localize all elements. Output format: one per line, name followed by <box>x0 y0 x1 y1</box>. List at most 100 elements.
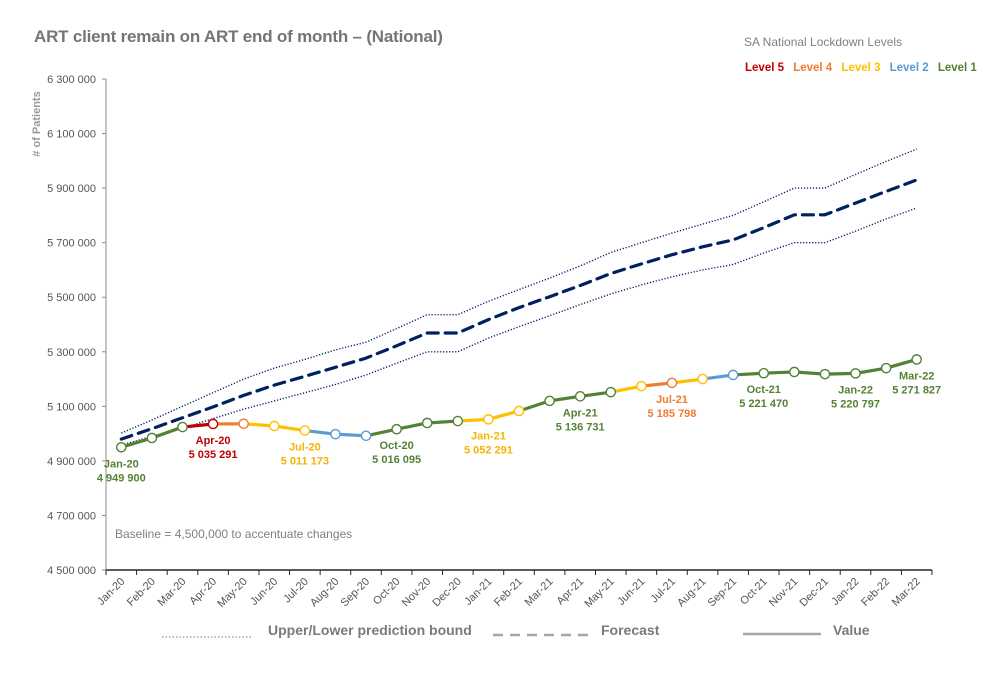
baseline-annotation: Baseline = 4,500,000 to accentuate chang… <box>115 527 353 541</box>
data-label-month: Oct-21 <box>747 384 781 396</box>
data-label-value: 5 016 095 <box>372 454 421 466</box>
y-tick-label: 4 700 000 <box>47 510 96 522</box>
data-label-value: 4 949 900 <box>97 472 146 484</box>
x-tick-label: Apr-21 <box>554 576 586 608</box>
x-tick-label: Nov-21 <box>767 576 801 610</box>
legend-label-value: Value <box>833 622 870 638</box>
x-tick-label: Apr-20 <box>187 576 219 608</box>
x-tick-label: May-21 <box>582 576 616 610</box>
value-marker <box>299 425 311 436</box>
value-marker <box>360 430 372 442</box>
lockdown-level-5: Level 5 <box>745 62 784 74</box>
value-marker <box>207 418 219 430</box>
data-label-month: Jan-21 <box>471 430 506 442</box>
value-series <box>115 354 923 453</box>
data-label-value: 5 185 798 <box>647 408 696 420</box>
x-tick-label: Mar-22 <box>890 576 923 609</box>
x-tick-label: Feb-21 <box>492 576 525 609</box>
data-label-month: Jul-20 <box>289 442 321 454</box>
y-tick-label: 4 500 000 <box>47 565 96 577</box>
value-marker <box>544 395 555 407</box>
value-marker <box>452 415 464 427</box>
value-marker <box>574 391 586 402</box>
lower-bound-line <box>121 207 917 446</box>
x-tick-label: Jun-21 <box>615 576 647 608</box>
x-tick-label: Jul-20 <box>281 576 311 606</box>
x-tick-label: Dec-21 <box>797 576 831 610</box>
value-marker <box>911 354 923 365</box>
value-marker <box>789 366 800 378</box>
x-tick-label: Jun-20 <box>248 576 280 608</box>
legend-swatches <box>162 632 821 638</box>
x-tick-label: Sep-20 <box>339 576 373 610</box>
value-marker <box>758 367 770 379</box>
value-marker <box>727 369 739 381</box>
lockdown-legend-title: SA National Lockdown Levels <box>744 35 903 49</box>
prediction-bounds <box>121 148 917 446</box>
y-tick-label: 5 300 000 <box>47 347 96 359</box>
axes: 4 500 000 4 700 000 4 900 000 5 100 000 5 30… <box>47 74 933 610</box>
lockdown-level-1: Level 1 <box>937 62 977 74</box>
x-tick-label: Jan-22 <box>829 576 861 608</box>
value-segment <box>884 357 919 370</box>
lockdown-level-4: Level 4 <box>793 62 833 74</box>
data-label-month: Jul-21 <box>656 394 688 406</box>
y-tick-label: 5 100 000 <box>47 401 96 413</box>
data-label-value: 5 136 731 <box>556 421 605 433</box>
data-label-month: Apr-21 <box>563 407 598 419</box>
x-tick-label: Jan-21 <box>462 576 494 608</box>
x-tick-label: Oct-21 <box>738 576 770 608</box>
data-label-month: Jan-22 <box>838 384 873 396</box>
value-marker <box>268 420 280 432</box>
value-marker <box>238 418 249 430</box>
value-marker <box>177 421 188 433</box>
upper-bound-line <box>121 148 917 434</box>
legend-label-bounds: Upper/Lower prediction bound <box>268 622 472 638</box>
value-marker <box>605 386 617 398</box>
value-marker <box>513 405 525 417</box>
data-label-value: 5 271 827 <box>892 384 941 396</box>
y-tick-label: 6 300 000 <box>47 74 96 86</box>
forecast-line <box>119 178 919 441</box>
data-labels: Jan-20 4 949 900 Apr-20 5 035 291 Jul-20 5 01… <box>97 370 941 484</box>
value-marker <box>391 423 402 435</box>
data-label-month: Oct-20 <box>380 440 414 452</box>
lockdown-level-3: Level 3 <box>841 62 881 74</box>
value-marker <box>330 428 341 440</box>
x-tick-label: Feb-20 <box>125 576 158 609</box>
value-marker <box>146 432 158 444</box>
y-tick-label: 6 100 000 <box>47 129 96 141</box>
value-marker <box>666 377 678 389</box>
x-tick-label: Oct-20 <box>371 576 403 608</box>
value-marker <box>850 368 861 379</box>
data-label-value: 5 221 470 <box>739 398 788 410</box>
value-marker <box>483 414 494 425</box>
value-marker <box>115 441 127 453</box>
data-label-value: 5 011 173 <box>281 456 329 468</box>
data-label-value: 5 035 291 <box>189 449 238 461</box>
y-tick-label: 5 900 000 <box>47 183 96 195</box>
value-segment <box>119 436 154 449</box>
value-marker <box>636 380 647 392</box>
data-label-month: Jan-20 <box>104 458 139 470</box>
y-tick-label: 5 500 000 <box>47 292 96 304</box>
x-tick-label: Aug-21 <box>675 576 709 610</box>
value-marker <box>819 368 831 380</box>
data-label-month: Apr-20 <box>196 435 231 447</box>
value-segment <box>150 425 185 440</box>
x-tick-label: Mar-20 <box>155 576 188 609</box>
chart-title: ART client remain on ART end of month – … <box>34 27 443 46</box>
x-tick-label: Aug-20 <box>308 576 342 610</box>
x-tick-label: Nov-20 <box>400 576 434 610</box>
lockdown-levels-legend: Level 5 Level 4 Level 3 Level 2 Level 1 <box>745 62 983 74</box>
x-tick-label: Dec-20 <box>430 576 464 610</box>
value-segment <box>517 399 552 413</box>
x-tick-label: Mar-21 <box>523 576 556 609</box>
forecast-series <box>119 178 919 441</box>
legend-label-forecast: Forecast <box>601 622 660 638</box>
data-label-month: Mar-22 <box>899 370 934 382</box>
data-label-value: 5 052 291 <box>464 444 513 456</box>
x-tick-label: May-20 <box>215 576 249 610</box>
data-label-value: 5 220 797 <box>831 398 880 410</box>
